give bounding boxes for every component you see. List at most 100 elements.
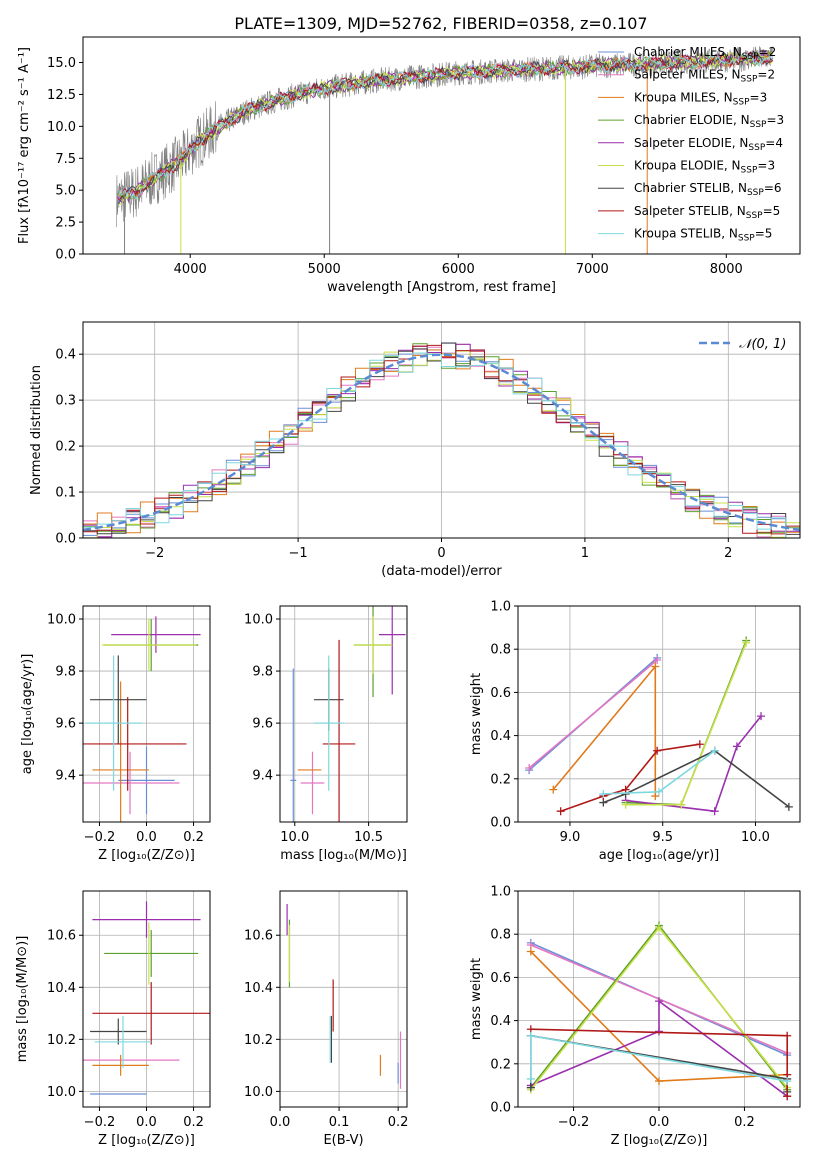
x-tick-label: −1 [289, 546, 308, 561]
errorbar-point [313, 655, 344, 791]
x-tick-label: 6000 [442, 262, 475, 277]
mass-weight-marker [653, 746, 662, 755]
panel-spectrum: 4000 5000 6000 7000 8000 0.0 2.5 5.0 7.5 10.0 12.5… [17, 36, 801, 295]
errorbar-point [353, 616, 393, 674]
legend-label-end: =5 [763, 204, 781, 218]
x-tick-label: −0.2 [84, 1115, 116, 1130]
legend-label-sub: SSP [738, 234, 755, 244]
y-tick-label: 10.4 [244, 981, 273, 996]
mass-weight-marker [783, 1077, 792, 1086]
errorbar-point [83, 697, 187, 791]
y-tick-label: 9.6 [55, 717, 76, 732]
observed-spectrum-line [116, 46, 774, 228]
y-tick-label: 1.0 [490, 600, 511, 615]
panel-weight_vs_age: 9.0 9.5 10.0 0.0 0.2 0.4 0.6 0.8 1.0 age [log₁₀(a… [469, 600, 801, 863]
x-axis-label: Z [log₁₀(Z/Z⊙)] [98, 848, 195, 863]
axes-frame [517, 890, 801, 1108]
mass-weight-line [625, 715, 762, 813]
panel-mass_vs_ebv: 0.0 0.1 0.2 10.0 10.2 10.4 10.6 E(B-V) [244, 890, 409, 1148]
mass-weight-marker [710, 746, 719, 755]
plot-area [526, 921, 792, 1101]
panel-age_vs_Z: −0.2 0.0 0.2 9.4 9.6 9.8 10.0 Z [log₁₀(Z/Z⊙)] ag… [20, 605, 211, 863]
mass-weight-marker [783, 1092, 792, 1101]
legend-label: Kroupa STELIB, NSSP=5 [634, 227, 772, 244]
y-tick-label: 15.0 [47, 56, 76, 71]
x-tick-label: −0.2 [558, 1115, 590, 1130]
errorbar-point [92, 982, 210, 1045]
x-tick-label: −0.2 [84, 830, 116, 845]
y-tick-label: 1.0 [490, 885, 511, 900]
x-tick-label: 10.0 [741, 830, 770, 845]
y-axis-label: mass [log₁₀(M/M⊙)] [15, 936, 30, 1063]
x-tick-label: 7000 [576, 262, 609, 277]
mass-weight-marker [525, 764, 534, 772]
y-tick-label: 9.8 [252, 665, 273, 680]
x-axis-label: E(B-V) [323, 1133, 363, 1148]
y-tick-label: 0.8 [490, 643, 511, 658]
mass-weight-marker [655, 1027, 663, 1036]
mass-weight-marker [757, 712, 766, 721]
mass-weight-marker [655, 1077, 663, 1086]
mass-weight-marker [732, 742, 741, 751]
y-tick-label: 10.4 [47, 981, 76, 996]
y-tick-label: 2.5 [55, 216, 76, 231]
mass-weight-marker [549, 785, 558, 794]
mass-weight-line [528, 659, 658, 769]
errorbar-point [300, 751, 325, 815]
y-tick-label: 0.2 [490, 772, 511, 787]
legend-label-sub: SSP [746, 211, 763, 221]
legend-label: Chabrier ELODIE, NSSP=3 [634, 113, 784, 130]
mass-weight-marker [783, 1031, 792, 1040]
axes-frame [82, 36, 801, 255]
residual-histogram-step [83, 344, 800, 535]
residual-histogram-step [83, 352, 800, 538]
mass-weight-marker [655, 923, 663, 932]
legend-label-sub: SSP [747, 188, 764, 198]
mass-weight-marker [695, 740, 704, 749]
legend-label: Kroupa ELODIE, NSSP=3 [634, 159, 775, 176]
mass-weight-marker [710, 807, 719, 816]
legend-label-end: =2 [759, 45, 777, 59]
errorbar-point [85, 655, 142, 791]
figure-title: PLATE=1309, MJD=52762, FIBERID=0358, z=0… [234, 14, 647, 33]
y-tick-label: 0.4 [55, 348, 76, 363]
y-tick-label: 9.4 [55, 769, 76, 784]
model-spectrum-line [118, 51, 773, 200]
x-tick-label: 8000 [710, 262, 743, 277]
y-tick-label: 10.2 [244, 1033, 273, 1048]
errorbar-point [92, 1054, 149, 1076]
mass-weight-line [625, 640, 747, 806]
mass-weight-marker [653, 656, 662, 664]
x-tick-label: 0.2 [183, 830, 204, 845]
y-tick-label: 0.6 [490, 971, 511, 986]
y-axis-label: Flux [fλ10⁻¹⁷ erg cm⁻² s⁻¹ A⁻¹] [17, 47, 32, 244]
mass-weight-marker [621, 800, 630, 809]
legend-label: Salpeter STELIB, NSSP=5 [634, 204, 780, 221]
mass-weight-marker [651, 792, 660, 801]
y-tick-label: 0.8 [490, 928, 511, 943]
y-tick-label: 0.4 [490, 729, 511, 744]
y-tick-label: 12.5 [47, 88, 76, 103]
errorbar-point [92, 681, 149, 822]
mass-weight-marker [651, 662, 660, 671]
mass-weight-line [530, 999, 788, 1097]
axes-frame [279, 605, 408, 823]
x-tick-label: 0.0 [270, 1115, 291, 1130]
y-tick-label: 0.2 [490, 1057, 511, 1072]
y-tick-label: 10.0 [47, 613, 76, 628]
x-tick-label: 0.2 [734, 1115, 755, 1130]
x-tick-label: 0.2 [388, 1115, 409, 1130]
x-axis-label: mass [log₁₀(M/M⊙)] [280, 848, 407, 863]
y-tick-label: 0.0 [55, 248, 76, 263]
model-spectrum-line [118, 52, 774, 201]
errorbar-point [290, 668, 297, 822]
x-tick-label: 9.5 [652, 830, 673, 845]
x-axis-label: age [log₁₀(age/yr)] [599, 848, 720, 863]
y-tick-label: 0.0 [55, 532, 76, 547]
x-tick-label: 4000 [174, 262, 207, 277]
x-tick-label: 2 [724, 546, 732, 561]
errorbar-point [90, 655, 147, 744]
errorbar-point [90, 1018, 147, 1045]
model-spectrum-line [116, 50, 773, 201]
panel-age_vs_mass: 10.0 10.5 9.4 9.6 9.8 10.0 mass [log₁₀(M/M⊙)] [244, 605, 408, 863]
